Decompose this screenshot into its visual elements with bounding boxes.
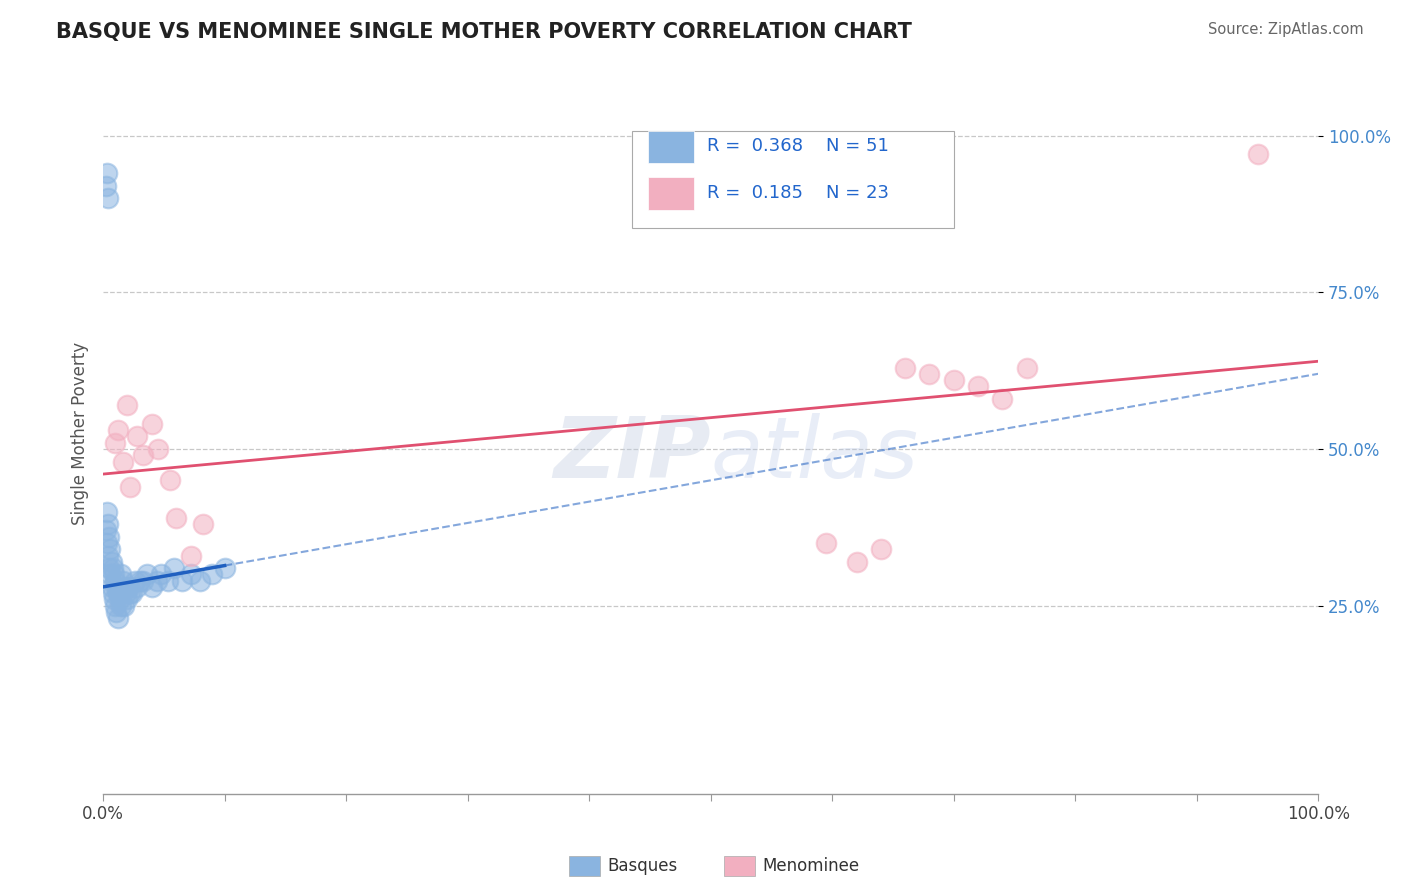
FancyBboxPatch shape: [648, 130, 693, 163]
Point: [97, 517, 120, 532]
Point: [172, 574, 194, 588]
Text: atlas: atlas: [710, 414, 918, 497]
Point: [104, 599, 127, 613]
Point: [162, 561, 184, 575]
Text: R =  0.185    N = 23: R = 0.185 N = 23: [707, 185, 889, 202]
Point: [967, 379, 990, 393]
Point: [94, 524, 117, 538]
Point: [103, 567, 125, 582]
Point: [96, 536, 118, 550]
Point: [105, 605, 128, 619]
Text: BASQUE VS MENOMINEE SINGLE MOTHER POVERTY CORRELATION CHART: BASQUE VS MENOMINEE SINGLE MOTHER POVERT…: [56, 22, 912, 42]
Point: [991, 392, 1014, 406]
Point: [128, 574, 150, 588]
Point: [103, 592, 125, 607]
Point: [117, 398, 139, 412]
Point: [118, 480, 141, 494]
Point: [111, 454, 134, 468]
Point: [100, 580, 122, 594]
Point: [104, 435, 127, 450]
Point: [96, 505, 118, 519]
Point: [845, 555, 868, 569]
Point: [869, 542, 891, 557]
Point: [101, 561, 124, 575]
Point: [188, 574, 211, 588]
Point: [894, 360, 917, 375]
Point: [124, 574, 146, 588]
FancyBboxPatch shape: [648, 178, 693, 210]
Point: [135, 567, 157, 582]
Point: [815, 536, 838, 550]
Point: [97, 191, 120, 205]
Point: [118, 586, 141, 600]
Point: [97, 549, 120, 563]
Point: [132, 574, 155, 588]
Point: [104, 574, 127, 588]
Text: R =  0.368    N = 51: R = 0.368 N = 51: [707, 137, 889, 155]
Point: [100, 567, 122, 582]
Point: [115, 586, 138, 600]
Point: [107, 423, 129, 437]
Point: [107, 611, 129, 625]
Point: [156, 574, 179, 588]
Point: [105, 580, 128, 594]
Point: [110, 599, 132, 613]
Point: [112, 599, 135, 613]
Text: Basques: Basques: [607, 857, 678, 875]
Point: [159, 473, 181, 487]
Point: [146, 442, 169, 456]
Point: [100, 555, 122, 569]
Point: [121, 586, 143, 600]
Point: [180, 549, 202, 563]
Point: [117, 592, 139, 607]
Point: [98, 530, 121, 544]
Point: [114, 580, 136, 594]
Point: [150, 567, 173, 582]
Text: Source: ZipAtlas.com: Source: ZipAtlas.com: [1208, 22, 1364, 37]
Point: [117, 580, 139, 594]
Point: [141, 580, 163, 594]
Point: [127, 429, 149, 443]
Text: ZIP: ZIP: [553, 414, 710, 497]
Point: [110, 567, 132, 582]
Point: [201, 567, 224, 582]
Point: [132, 448, 155, 462]
Text: Menominee: Menominee: [762, 857, 859, 875]
Point: [94, 178, 117, 193]
FancyBboxPatch shape: [631, 130, 953, 228]
Point: [918, 367, 941, 381]
Point: [108, 592, 131, 607]
Y-axis label: Single Mother Poverty: Single Mother Poverty: [72, 342, 89, 524]
Point: [107, 586, 129, 600]
Point: [165, 511, 187, 525]
Point: [1246, 147, 1268, 161]
Point: [145, 574, 167, 588]
Point: [942, 373, 965, 387]
Point: [1015, 360, 1038, 375]
Point: [101, 586, 124, 600]
Point: [180, 567, 202, 582]
Point: [100, 542, 122, 557]
Point: [141, 417, 163, 431]
Point: [98, 561, 121, 575]
Point: [191, 517, 214, 532]
Point: [96, 166, 118, 180]
Point: [214, 561, 236, 575]
Point: [127, 580, 149, 594]
Point: [111, 574, 134, 588]
Point: [108, 586, 131, 600]
